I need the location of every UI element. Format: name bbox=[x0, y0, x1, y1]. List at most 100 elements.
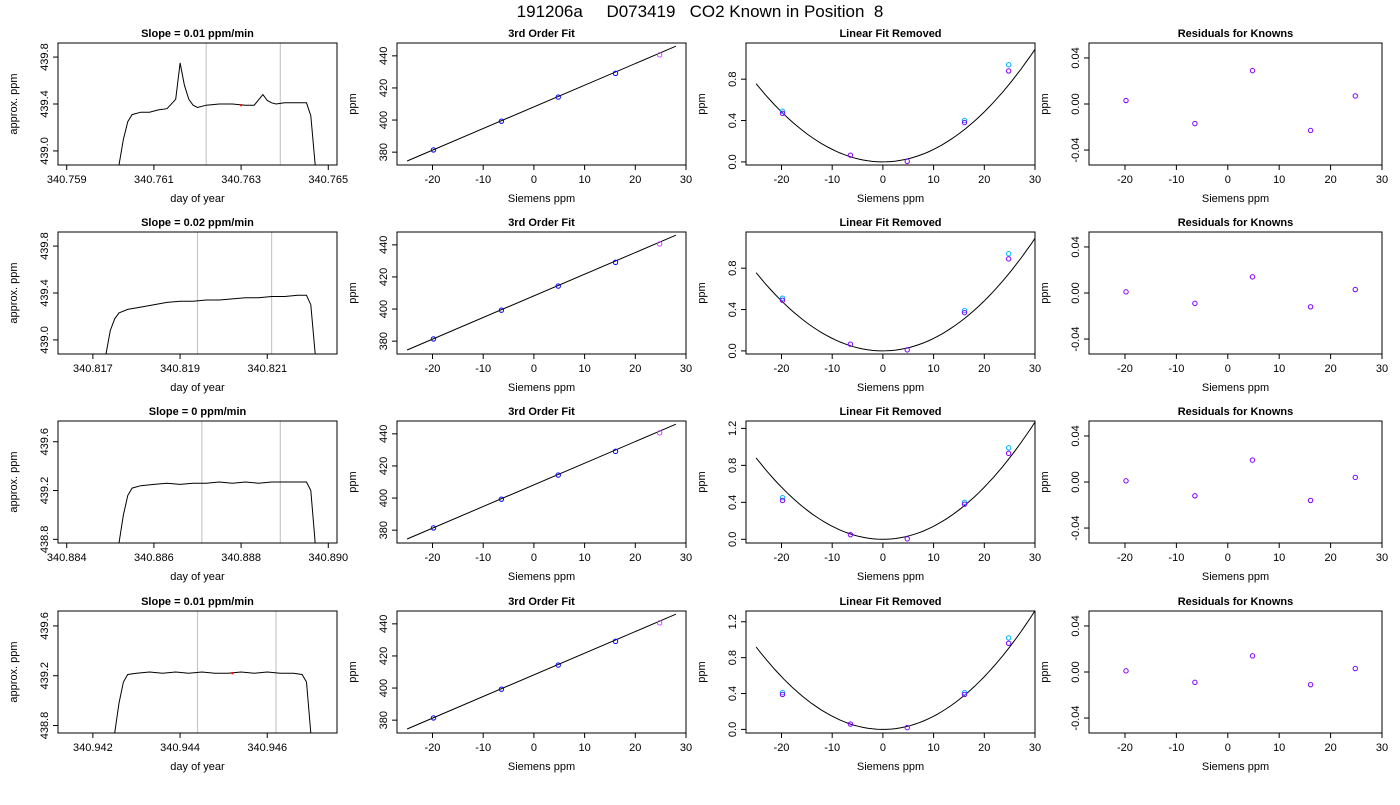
data-point bbox=[656, 620, 663, 626]
data-point bbox=[498, 686, 505, 692]
y-tick-label: 0.04 bbox=[1070, 47, 1082, 68]
data-point bbox=[961, 307, 968, 314]
x-tick-label: 10 bbox=[927, 174, 939, 186]
plot-frame bbox=[1088, 420, 1383, 544]
y-tick-label: 440 bbox=[378, 425, 390, 443]
data-point bbox=[1123, 668, 1129, 674]
plot-content bbox=[755, 611, 1035, 731]
y-tick-label: 0.0 bbox=[727, 532, 739, 547]
data-point bbox=[904, 347, 910, 353]
x-tick-label: 30 bbox=[680, 174, 692, 186]
y-tick-label: 439.4 bbox=[39, 90, 51, 118]
y-tick-label: 0.4 bbox=[727, 113, 739, 128]
x-tick-label: -20 bbox=[774, 552, 790, 564]
series-line bbox=[105, 294, 316, 354]
x-axis-label: Siemens ppm bbox=[508, 571, 575, 583]
x-tick-label: 20 bbox=[1324, 552, 1336, 564]
panel-title: Residuals for Knowns bbox=[1178, 596, 1294, 608]
x-tick-label: -20 bbox=[774, 174, 790, 186]
x-axis-label: day of year bbox=[170, 571, 225, 583]
y-axis-label: ppm bbox=[347, 282, 359, 303]
plot-frame bbox=[745, 42, 1036, 166]
x-tick-label: -20 bbox=[425, 742, 441, 754]
data-point bbox=[1192, 679, 1198, 686]
x-tick-label: -10 bbox=[824, 742, 840, 754]
plot-content bbox=[1123, 653, 1358, 688]
x-tick-label: 0 bbox=[531, 742, 537, 754]
x-tick-label: 20 bbox=[978, 363, 990, 375]
data-point bbox=[656, 52, 663, 58]
series-line bbox=[114, 671, 312, 733]
x-tick-label: -20 bbox=[425, 552, 441, 564]
data-point bbox=[612, 448, 619, 455]
x-tick-label: 0 bbox=[1225, 363, 1231, 375]
x-tick-label: 340.888 bbox=[221, 552, 261, 564]
data-point bbox=[498, 496, 505, 502]
panel-timeseries-row-2: 340.817 340.819 340.821 439.0 439.4 439.8 Slop… bbox=[8, 217, 338, 394]
x-tick-label: 30 bbox=[1376, 363, 1388, 375]
panel-fit-row-4: -20 -10 0 10 20 30 380 400 420 440 3rd Order Fit Si… bbox=[347, 596, 692, 773]
panel-linearremoved-row-1: -20 -10 0 10 20 30 0.0 0.4 0.8 Linear Fit Removed… bbox=[696, 28, 1041, 205]
data-point bbox=[1352, 286, 1358, 293]
y-tick-label: 420 bbox=[378, 647, 390, 665]
x-tick-label: 0 bbox=[531, 363, 537, 375]
x-tick-label: 30 bbox=[1376, 552, 1388, 564]
x-tick-label: 30 bbox=[1029, 174, 1041, 186]
data-point bbox=[1192, 300, 1198, 307]
panel-fit-row-3: -20 -10 0 10 20 30 380 400 420 440 3rd Order Fit Si… bbox=[347, 406, 692, 583]
x-axis-label: Siemens ppm bbox=[1202, 761, 1269, 773]
x-axis-label: Siemens ppm bbox=[508, 382, 575, 394]
fit-line bbox=[406, 423, 677, 540]
y-axis-label: ppm bbox=[696, 93, 708, 114]
x-tick-label: 30 bbox=[1029, 742, 1041, 754]
data-point bbox=[1307, 127, 1314, 134]
panel-title: 3rd Order Fit bbox=[508, 28, 575, 40]
panel-residuals-row-2: -20 -10 0 10 20 30 -0.04 0.00 0.04 Residuals for … bbox=[1039, 217, 1388, 394]
plot-frame bbox=[745, 231, 1036, 355]
plot-frame bbox=[396, 231, 687, 355]
x-tick-label: 340.763 bbox=[221, 174, 261, 186]
fit-line bbox=[406, 45, 677, 162]
data-point bbox=[779, 295, 786, 301]
data-point bbox=[961, 691, 968, 698]
x-tick-label: 30 bbox=[1376, 174, 1388, 186]
panel-title: Linear Fit Removed bbox=[839, 406, 941, 418]
data-point bbox=[498, 118, 505, 124]
data-point bbox=[779, 108, 786, 114]
x-tick-label: 10 bbox=[927, 742, 939, 754]
y-tick-label: 0.00 bbox=[1070, 471, 1082, 492]
panel-title: Linear Fit Removed bbox=[839, 596, 941, 608]
fit-curve bbox=[755, 49, 1035, 163]
x-axis-label: Siemens ppm bbox=[857, 761, 924, 773]
panel-title: Linear Fit Removed bbox=[839, 28, 941, 40]
data-point bbox=[612, 638, 619, 645]
y-tick-label: 438.8 bbox=[39, 712, 51, 740]
data-point bbox=[1005, 445, 1012, 451]
y-axis-label: ppm bbox=[1039, 282, 1051, 303]
x-tick-label: 340.761 bbox=[134, 174, 174, 186]
y-tick-label: 439.6 bbox=[39, 428, 51, 456]
data-point bbox=[1307, 304, 1314, 310]
plot-content bbox=[406, 45, 677, 162]
x-axis-label: day of year bbox=[170, 193, 225, 205]
y-tick-label: 0.8 bbox=[727, 650, 739, 665]
series-line bbox=[118, 481, 316, 543]
x-tick-label: 30 bbox=[1029, 363, 1041, 375]
x-tick-label: 10 bbox=[927, 552, 939, 564]
x-axis-label: day of year bbox=[170, 761, 225, 773]
y-axis-label: approx. ppm bbox=[8, 451, 20, 512]
plot-frame bbox=[745, 610, 1036, 734]
x-axis-label: Siemens ppm bbox=[1202, 193, 1269, 205]
x-axis-label: Siemens ppm bbox=[1202, 382, 1269, 394]
data-point bbox=[1192, 493, 1198, 499]
x-tick-label: -20 bbox=[1117, 742, 1133, 754]
plot-content bbox=[118, 421, 316, 543]
x-axis-label: Siemens ppm bbox=[857, 193, 924, 205]
plot-content bbox=[1123, 457, 1358, 504]
data-point bbox=[1249, 457, 1256, 463]
data-point bbox=[1005, 640, 1012, 646]
fit-line bbox=[406, 234, 677, 351]
x-tick-label: 0 bbox=[1225, 742, 1231, 754]
plot-frame bbox=[57, 42, 338, 166]
